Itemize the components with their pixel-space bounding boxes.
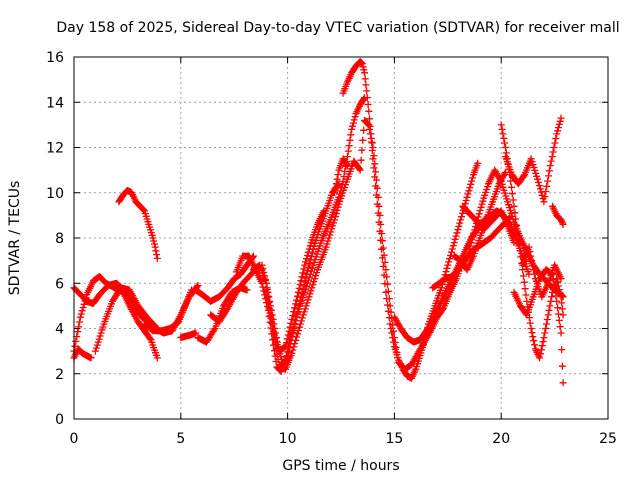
y-tick-label: 10 [46,186,64,202]
series-track-9 [192,252,257,305]
plus-markers [497,121,567,362]
y-tick-label: 16 [46,50,64,66]
plus-markers [192,252,257,305]
y-tick-label: 8 [55,231,64,247]
plus-markers [459,202,518,246]
chart-title: Day 158 of 2025, Sidereal Day-to-day VTE… [56,20,619,36]
y-tick-label: 2 [55,367,64,383]
series-track-19 [429,214,514,292]
plus-markers [91,284,159,355]
y-axis-title: SDTVAR / TECUs [7,181,23,296]
y-tick-labels: 0 2 4 6 8 10 12 14 16 [46,50,64,428]
series-track-6 [141,286,195,335]
series-track-4 [91,284,159,355]
x-tick-label: 25 [599,431,617,447]
series-track-27 [549,202,567,228]
series-track-8 [177,329,200,342]
plus-markers [232,94,368,375]
x-tick-label: 20 [492,431,510,447]
x-tick-labels: 0 5 10 15 20 25 [70,431,617,447]
plus-markers [331,155,351,197]
plus-markers [429,214,514,292]
y-tick-label: 14 [46,95,64,111]
series-track-16 [331,155,351,197]
plus-markers [249,116,467,373]
plus-markers [151,282,202,337]
series-track-7 [151,282,202,337]
y-tick-label: 12 [46,141,64,157]
plus-markers [115,187,161,262]
plus-markers [519,243,565,301]
plus-markers [549,202,567,228]
series-track-15 [262,207,328,355]
series-track-12 [232,94,368,375]
x-tick-label: 15 [385,431,403,447]
plus-markers [177,329,200,342]
y-tick-label: 0 [55,412,64,428]
series-track-5 [115,187,161,262]
series-track-13 [249,116,467,373]
y-tick-label: 6 [55,276,64,292]
plus-markers [262,207,328,355]
plus-markers [207,268,257,326]
x-tick-label: 10 [279,431,297,447]
plus-markers [390,207,533,346]
series-track-24 [502,114,565,206]
series-track-18 [390,207,533,346]
x-axis-title: GPS time / hours [282,458,399,474]
series-track-26 [519,243,565,301]
plus-markers [502,114,565,206]
x-tick-label: 0 [70,431,79,447]
series-track-23 [497,121,567,362]
series-track-11 [207,268,257,326]
series-track-21 [459,202,518,246]
y-tick-label: 4 [55,322,64,338]
plus-markers [141,286,195,335]
data-marks [70,58,567,387]
axis-ticks [73,56,609,420]
x-tick-label: 5 [176,431,185,447]
